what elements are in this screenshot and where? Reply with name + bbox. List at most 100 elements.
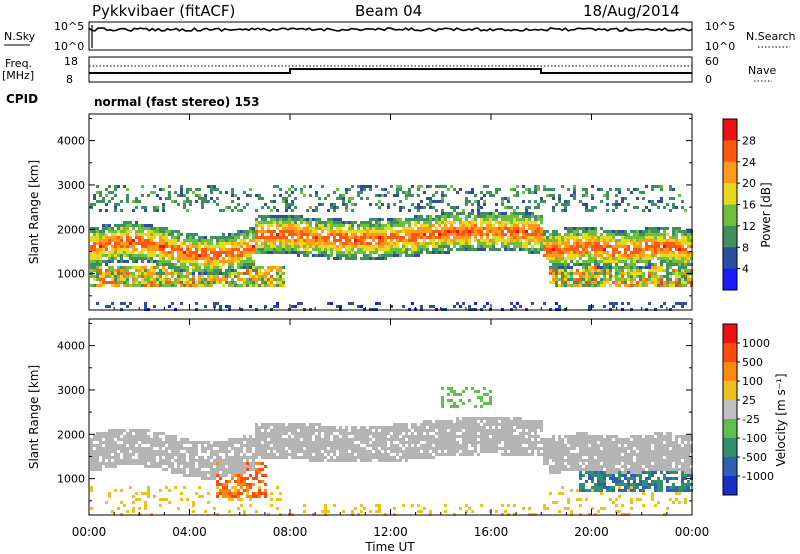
power-cell (276, 275, 279, 278)
power-cell (330, 242, 333, 245)
power-cell (105, 305, 108, 308)
power-cell (642, 254, 645, 257)
power-cell (663, 302, 666, 305)
velocity-cell (150, 453, 153, 456)
power-cell (471, 233, 474, 236)
power-cell (630, 260, 633, 263)
velocity-cell (123, 456, 126, 459)
velocity-cell (132, 444, 135, 447)
power-cell (135, 248, 138, 251)
power-cell (447, 251, 450, 254)
power-cell (102, 230, 105, 233)
velocity-cell (408, 447, 411, 450)
power-cell (132, 200, 135, 203)
velocity-cell (228, 480, 231, 483)
power-cell (297, 224, 300, 227)
power-cell (366, 221, 369, 224)
power-cell (471, 218, 474, 221)
power-cell (660, 185, 663, 188)
velocity-cell (315, 438, 318, 441)
power-cell (330, 245, 333, 248)
power-cell (336, 206, 339, 209)
power-cell (93, 227, 96, 230)
power-cell (399, 239, 402, 242)
velocity-cell (255, 471, 258, 474)
power-cell (588, 227, 591, 230)
power-cell (435, 251, 438, 254)
power-cell (627, 278, 630, 281)
power-cell (489, 221, 492, 224)
power-cell (417, 206, 420, 209)
power-cell (216, 236, 219, 239)
power-cell (414, 224, 417, 227)
velocity-cell (282, 423, 285, 426)
power-cell (231, 263, 234, 266)
power-cell (159, 284, 162, 287)
power-cell (210, 257, 213, 260)
power-cell (597, 263, 600, 266)
power-cell (249, 194, 252, 197)
power-cell (492, 194, 495, 197)
cpid-label: CPID (6, 92, 38, 106)
power-cell (468, 227, 471, 230)
power-cell (429, 200, 432, 203)
power-cell (297, 254, 300, 257)
power-cell (549, 260, 552, 263)
power-cell (282, 242, 285, 245)
velocity-cell (381, 435, 384, 438)
power-cell (492, 236, 495, 239)
power-cell (303, 242, 306, 245)
velocity-cell (255, 453, 258, 456)
power-cell (123, 233, 126, 236)
power-cell (348, 188, 351, 191)
power-cell (99, 278, 102, 281)
velocity-cell (321, 453, 324, 456)
power-cell (492, 224, 495, 227)
velocity-cell (420, 435, 423, 438)
power-cell (234, 257, 237, 260)
power-cell (264, 272, 267, 275)
power-cell (360, 191, 363, 194)
power-cell (276, 266, 279, 269)
power-cell (96, 248, 99, 251)
velocity-cell (138, 456, 141, 459)
power-cell (186, 245, 189, 248)
power-cell (378, 248, 381, 251)
velocity-cell (390, 447, 393, 450)
power-cell (243, 233, 246, 236)
power-cell (228, 269, 231, 272)
power-cell (684, 260, 687, 263)
power-cell (372, 230, 375, 233)
velocity-cell (105, 462, 108, 465)
power-cell (93, 233, 96, 236)
velocity-cell (207, 492, 210, 495)
power-cell (321, 254, 324, 257)
power-cell (585, 206, 588, 209)
velocity-cell (216, 444, 219, 447)
power-cell (291, 209, 294, 212)
power-cell (600, 260, 603, 263)
power-cell (204, 305, 207, 308)
power-cell (474, 221, 477, 224)
power-cell (246, 263, 249, 266)
power-cell (594, 239, 597, 242)
power-cell (417, 209, 420, 212)
power-cell (447, 215, 450, 218)
velocity-cell (345, 453, 348, 456)
power-cell (135, 224, 138, 227)
power-cell (288, 230, 291, 233)
power-cell (237, 230, 240, 233)
velocity-cell (414, 426, 417, 429)
power-cell (267, 272, 270, 275)
power-cell (492, 212, 495, 215)
power-cell (681, 239, 684, 242)
power-cell (144, 242, 147, 245)
velocity-cell (438, 453, 441, 456)
power-cell (288, 206, 291, 209)
power-cell (363, 188, 366, 191)
power-cell (117, 248, 120, 251)
velocity-cell (153, 495, 156, 498)
power-cell (483, 221, 486, 224)
power-cell (672, 227, 675, 230)
power-cell (300, 215, 303, 218)
